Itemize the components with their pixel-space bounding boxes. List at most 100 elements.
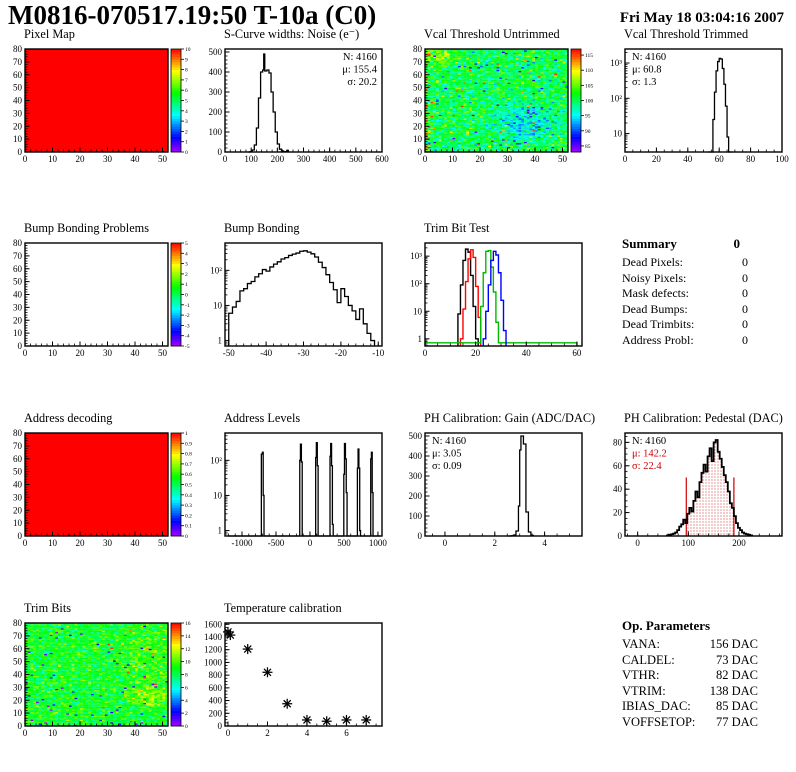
svg-text:10: 10 [413,306,423,316]
svg-text:5: 5 [185,99,188,105]
svg-text:20: 20 [13,121,23,131]
svg-text:20: 20 [76,154,86,164]
param-row: CALDEL: 73 DAC [622,653,758,669]
svg-text:20: 20 [413,121,423,131]
param-label: Noisy Pixels: [622,270,687,285]
svg-text:N: 4160: N: 4160 [343,52,377,63]
svg-text:-40: -40 [260,348,272,358]
plot-temperature-calibration: Temperature calibration 0 2 4 6 0 200 400 600 80… [200,602,400,747]
svg-text:0: 0 [23,154,28,164]
svg-text:500: 500 [209,47,223,57]
svg-text:20: 20 [652,154,662,164]
svg-text:7: 7 [185,78,188,84]
svg-text:μ: 60.8: μ: 60.8 [632,65,662,76]
svg-text:80: 80 [413,44,423,54]
svg-text:5: 5 [185,241,188,247]
scurve-noise-chart: 0 100 200 300 400 500 600 0 100 200 300 400 500 N: 41… [209,47,390,164]
svg-text:N: 4160: N: 4160 [632,52,666,63]
param-row: Address Probl: 0 [622,333,748,349]
param-value: 0 [742,301,748,316]
param-row: VANA: 156 DAC [622,637,758,653]
svg-text:10: 10 [13,328,23,338]
svg-text:30: 30 [103,348,113,358]
param-row: Dead Trimbits: 0 [622,317,748,333]
svg-text:10: 10 [48,154,58,164]
svg-text:200: 200 [271,154,285,164]
svg-text:400: 400 [323,154,337,164]
svg-text:40: 40 [413,96,423,106]
svg-text:-4: -4 [185,334,190,340]
summary-total: 0 [733,236,741,251]
summary-title: Summary [622,236,677,251]
svg-text:0: 0 [23,348,28,358]
svg-text:μ: 155.4: μ: 155.4 [342,65,378,76]
param-label: IBIAS_DAC: [622,699,691,714]
vcal-trimmed-chart: 0 20 40 60 80 100 10 10² 10³ N: 4160 μ: 60.8σ: 1.3 [610,48,789,164]
plot-title: Bump Bonding [224,221,300,235]
plot-vcal-threshold-trimmed: Vcal Threshold Trimmed 0 20 40 60 80 100 10 10²… [600,28,796,173]
vcal-untrimmed-chart: 0 10 20 30 40 5001020304050607080859095100105… [413,44,594,164]
svg-text:-1: -1 [185,303,190,309]
trim-bit-test-chart: 0 20 40 60 1 10 10² 10³ [410,242,583,358]
svg-text:80: 80 [13,44,23,54]
param-row: IBIAS_DAC: 85 DAC [622,699,758,715]
plot-vcal-threshold-untrimmed: Vcal Threshold Untrimmed 0 10 20 30 40 50 0 10 2… [400,28,600,173]
trim-bits-chart: 0 10 20 30 40 5001020304050607080024681012141… [13,618,191,738]
svg-text:-5: -5 [185,344,190,350]
page-title: M0816-070517.19:50 T-10a (C0) [8,0,377,30]
svg-text:-10: -10 [372,348,384,358]
svg-text:50: 50 [13,277,23,287]
svg-text:10³: 10³ [610,58,622,68]
svg-text:100: 100 [775,154,789,164]
plot-trim-bit-test: Trim Bit Test 0 20 40 60 1 10 10² 10³ [400,222,600,367]
plot-title: PH Calibration: Pedestal (DAC) [624,411,783,425]
plot-ph-gain: PH Calibration: Gain (ADC/DAC) 0 2 4 0 100 20… [400,412,600,557]
param-label: Address Probl: [622,332,694,347]
svg-text:40: 40 [13,290,23,300]
svg-text:-30: -30 [298,348,310,358]
svg-text:80: 80 [746,154,756,164]
svg-text:9: 9 [185,57,188,63]
param-value: 0 [742,317,748,332]
param-value: 138 DAC [709,683,758,698]
svg-text:2: 2 [185,272,188,278]
svg-text:3: 3 [185,119,188,125]
plot-scurve-noise: S-Curve widths: Noise (e⁻) 0 100 200 300 400… [200,28,400,173]
param-label: VTHR: [622,668,660,683]
plot-address-levels: Address Levels -1000 -500 0 500 1000 1 10 10² [200,412,400,557]
param-value: 0 [742,255,748,269]
param-label: Dead Trimbits: [622,317,695,332]
param-label: VANA: [622,637,660,651]
svg-text:0: 0 [185,293,188,299]
plot-title: Pixel Map [24,27,75,41]
svg-text:-2: -2 [185,313,190,319]
svg-text:40: 40 [531,154,541,164]
svg-text:10: 10 [413,134,423,144]
param-label: Dead Pixels: [622,255,683,269]
param-row: Dead Pixels: 0 [622,255,748,271]
svg-text:6: 6 [185,88,188,94]
svg-text:10: 10 [213,300,223,310]
param-label: CALDEL: [622,652,675,667]
op-parameters-rows: VANA: 156 DAC CALDEL: 73 DAC VTHR: 82 DAC VTRI… [622,637,758,731]
svg-text:600: 600 [375,154,389,164]
plot-title: Temperature calibration [224,601,342,615]
svg-text:20: 20 [476,154,486,164]
plot-title: Trim Bit Test [424,221,490,235]
svg-text:60: 60 [572,348,582,358]
svg-text:95: 95 [585,114,591,120]
summary-panel: Summary 0 Dead Pixels: 0 Noisy Pixels: 0 Mas… [622,236,748,349]
plot-bump-bonding-problems: Bump Bonding Problems 0 10 20 30 40 50 0 10 20 30… [0,222,200,367]
param-row: VTHR: 82 DAC [622,668,758,684]
param-label: Dead Bumps: [622,301,688,316]
summary-header: Summary 0 [622,236,740,252]
plot-title: Vcal Threshold Untrimmed [424,27,560,41]
param-value: 156 DAC [709,637,758,651]
svg-text:4: 4 [185,109,188,115]
svg-text:30: 30 [103,154,113,164]
svg-text:10: 10 [185,47,191,53]
svg-text:40: 40 [522,348,532,358]
